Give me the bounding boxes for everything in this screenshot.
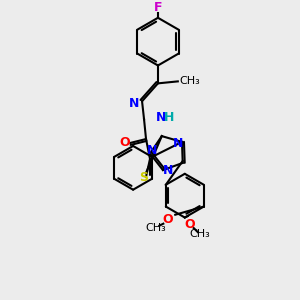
Text: CH₃: CH₃: [180, 76, 201, 86]
Text: N: N: [147, 144, 157, 157]
Text: F: F: [154, 1, 162, 14]
Text: N: N: [156, 111, 166, 124]
Text: CH₃: CH₃: [145, 223, 166, 233]
Text: O: O: [120, 136, 130, 149]
Text: CH₃: CH₃: [189, 229, 210, 239]
Text: N: N: [163, 164, 173, 177]
Text: H: H: [164, 111, 174, 124]
Text: O: O: [184, 218, 195, 231]
Text: O: O: [162, 213, 172, 226]
Text: N: N: [129, 97, 139, 110]
Text: S: S: [140, 171, 148, 184]
Text: N: N: [173, 137, 183, 150]
